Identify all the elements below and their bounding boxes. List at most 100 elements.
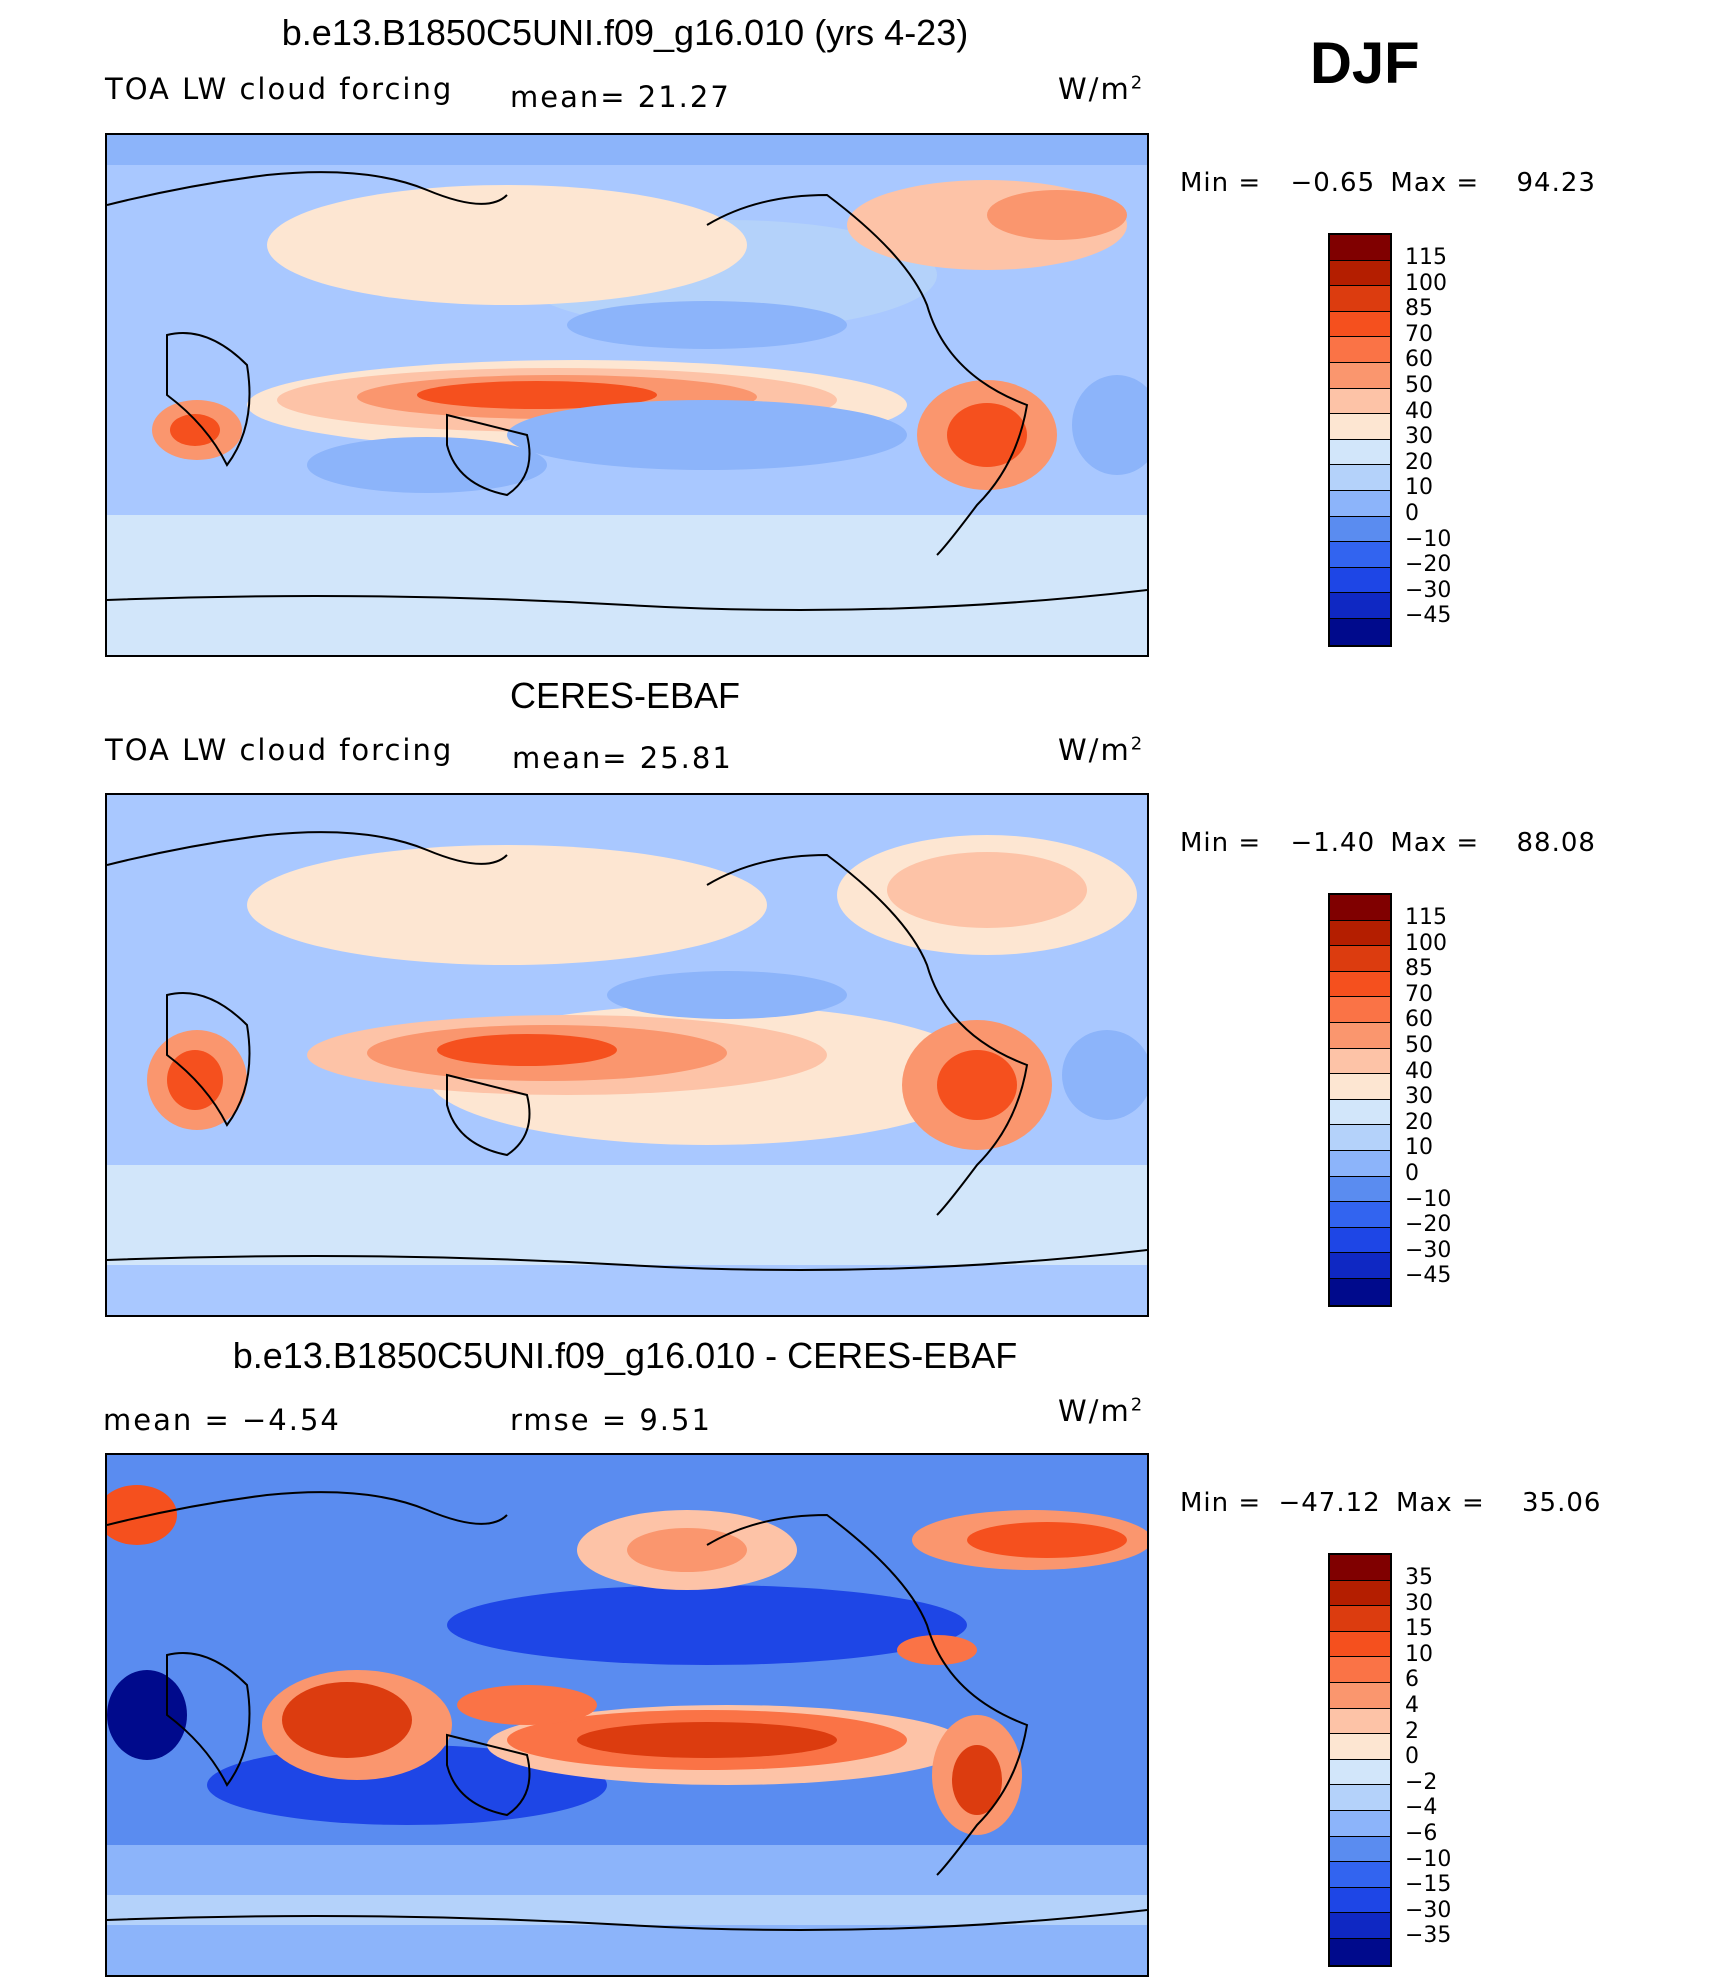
- colorbar-label: −4: [1405, 1795, 1438, 1821]
- colorbar-swatch: [1330, 1227, 1390, 1254]
- panel1-min-max: Min = −0.65 Max = 94.23: [1180, 168, 1596, 198]
- colorbar-label: −20: [1405, 1212, 1452, 1238]
- colorbar-swatch: [1330, 593, 1390, 619]
- panel2-min-max: Min = −1.40 Max = 88.08: [1180, 828, 1596, 858]
- colorbar-swatch: [1330, 1682, 1390, 1709]
- colorbar-swatch: [1330, 465, 1390, 491]
- colorbar-swatch: [1330, 920, 1390, 947]
- colorbar-label: 40: [1405, 398, 1433, 424]
- colorbar-swatch: [1330, 1150, 1390, 1177]
- panel3-colorbar-labels: 35 30 15 10 6 4 2 0 −2 −4 −6 −10 −15 −30…: [1405, 1567, 1451, 1951]
- colorbar-label: 35: [1405, 1565, 1433, 1590]
- colorbar-swatch: [1330, 1278, 1390, 1305]
- colorbar-swatch: [1330, 1606, 1390, 1632]
- colorbar-label: 0: [1405, 1744, 1419, 1770]
- colorbar-swatch: [1330, 1176, 1390, 1203]
- colorbar-swatch: [1330, 1708, 1390, 1735]
- colorbar-swatch: [1330, 1938, 1390, 1965]
- colorbar-swatch: [1330, 1074, 1390, 1100]
- colorbar-label: −35: [1405, 1923, 1452, 1949]
- colorbar-swatch: [1330, 946, 1390, 972]
- colorbar-swatch: [1330, 414, 1390, 440]
- colorbar-label: 30: [1405, 1590, 1433, 1616]
- colorbar-label: 30: [1405, 1084, 1433, 1110]
- panel1-colorbar-labels: 115 100 85 70 60 50 40 30 20 10 0 −10 −2…: [1405, 247, 1451, 631]
- colorbar-label: 0: [1405, 1160, 1419, 1186]
- colorbar-label: −30: [1405, 1897, 1452, 1923]
- panel1-map-field: [107, 135, 1147, 655]
- colorbar-label: 10: [1405, 475, 1433, 501]
- colorbar-swatch: [1330, 542, 1390, 568]
- colorbar-label: −10: [1405, 526, 1452, 552]
- panel2-colorbar-labels: 115 100 85 70 60 50 40 30 20 10 0 −10 −2…: [1405, 907, 1451, 1291]
- colorbar-label: 85: [1405, 296, 1433, 322]
- colorbar-swatch: [1330, 1759, 1390, 1786]
- colorbar-label: 0: [1405, 500, 1419, 526]
- colorbar-swatch: [1330, 1785, 1390, 1811]
- colorbar-swatch: [1330, 260, 1390, 287]
- colorbar-label: 50: [1405, 1032, 1433, 1058]
- panel2-map: [105, 793, 1149, 1317]
- panel3-rmse: rmse = 9.51: [510, 1403, 712, 1437]
- colorbar-label: −10: [1405, 1846, 1452, 1872]
- colorbar-swatch: [1330, 286, 1390, 312]
- panel1-variable: TOA LW cloud forcing: [105, 72, 454, 106]
- panel2-mean: mean= 25.81: [512, 741, 733, 775]
- panel2-map-field: [107, 795, 1147, 1315]
- season-label: DJF: [1310, 31, 1420, 96]
- colorbar-swatch: [1330, 1810, 1390, 1837]
- panel1-title: b.e13.B1850C5UNI.f09_g16.010 (yrs 4-23): [281, 12, 969, 53]
- colorbar-label: −45: [1405, 1263, 1452, 1289]
- colorbar-swatch: [1330, 1887, 1390, 1914]
- colorbar-swatch: [1330, 235, 1390, 261]
- colorbar-swatch: [1330, 1631, 1390, 1658]
- colorbar-swatch: [1330, 337, 1390, 363]
- colorbar-swatch: [1330, 516, 1390, 543]
- colorbar-swatch: [1330, 1202, 1390, 1228]
- panel3-mean: mean = −4.54: [103, 1403, 341, 1437]
- colorbar-label: −6: [1405, 1820, 1438, 1846]
- panel3-min-max: Min = −47.12 Max = 35.06: [1180, 1488, 1602, 1518]
- colorbar-label: 115: [1405, 245, 1447, 270]
- panel3-colorbar: [1328, 1553, 1392, 1967]
- colorbar-label: 60: [1405, 347, 1433, 373]
- colorbar-swatch: [1330, 1657, 1390, 1683]
- colorbar-swatch: [1330, 1048, 1390, 1075]
- colorbar-label: 30: [1405, 424, 1433, 450]
- colorbar-swatch: [1330, 1125, 1390, 1151]
- colorbar-swatch: [1330, 618, 1390, 645]
- colorbar-label: 115: [1405, 905, 1447, 930]
- panel2-colorbar: [1328, 893, 1392, 1307]
- colorbar-swatch: [1330, 490, 1390, 517]
- colorbar-label: 85: [1405, 956, 1433, 982]
- colorbar-swatch: [1330, 311, 1390, 338]
- colorbar-label: −2: [1405, 1769, 1438, 1795]
- colorbar-label: −20: [1405, 552, 1452, 578]
- colorbar-swatch: [1330, 1555, 1390, 1581]
- colorbar-label: −15: [1405, 1872, 1452, 1898]
- panel1-units: W/m2: [1058, 72, 1145, 106]
- colorbar-label: 100: [1405, 930, 1447, 956]
- colorbar-swatch: [1330, 895, 1390, 921]
- colorbar-swatch: [1330, 997, 1390, 1023]
- colorbar-label: −45: [1405, 603, 1452, 629]
- colorbar-swatch: [1330, 362, 1390, 389]
- colorbar-label: 4: [1405, 1692, 1419, 1718]
- panel1-colorbar: [1328, 233, 1392, 647]
- colorbar-label: 10: [1405, 1641, 1433, 1667]
- colorbar-label: 6: [1405, 1667, 1419, 1693]
- colorbar-label: 20: [1405, 449, 1433, 475]
- colorbar-swatch: [1330, 1022, 1390, 1049]
- colorbar-swatch: [1330, 567, 1390, 594]
- colorbar-swatch: [1330, 1836, 1390, 1863]
- colorbar-label: 15: [1405, 1616, 1433, 1642]
- colorbar-swatch: [1330, 1099, 1390, 1126]
- colorbar-swatch: [1330, 439, 1390, 466]
- colorbar-label: −30: [1405, 1237, 1452, 1263]
- colorbar-label: 100: [1405, 270, 1447, 296]
- panel1-map: [105, 133, 1149, 657]
- panel3-units: W/m2: [1058, 1394, 1145, 1428]
- colorbar-label: 70: [1405, 321, 1433, 347]
- colorbar-label: 50: [1405, 372, 1433, 398]
- colorbar-swatch: [1330, 1862, 1390, 1888]
